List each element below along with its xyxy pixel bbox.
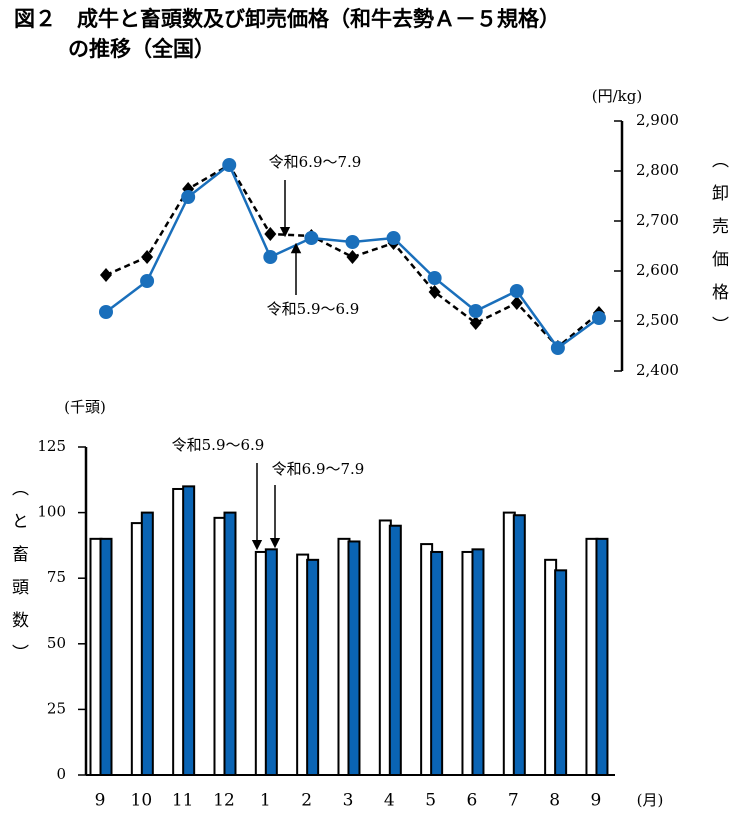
bar: [388, 524, 402, 776]
y-tick-label: 2,400: [636, 361, 679, 379]
marker: [346, 250, 359, 264]
x-tick-label: 12: [213, 791, 235, 811]
bar: [512, 514, 526, 776]
marker: [264, 227, 277, 241]
y-tick-label: 2,600: [636, 261, 679, 279]
marker: [510, 296, 523, 310]
axis-unit: (千頭): [64, 398, 106, 416]
x-tick-label: 9: [95, 791, 106, 811]
marker: [263, 250, 278, 264]
y-tick-label: 2,700: [636, 211, 679, 229]
bar: [347, 540, 361, 776]
x-axis-unit: (月): [637, 791, 664, 809]
marker: [428, 285, 441, 299]
marker: [222, 158, 237, 172]
x-tick-label: 10: [131, 791, 153, 811]
marker: [304, 231, 319, 245]
series-label: 令和5.9～6.9: [267, 300, 360, 318]
series-label: 令和6.9～7.9: [269, 153, 362, 171]
axis-unit: (円/kg): [592, 87, 642, 105]
x-tick-label: 9: [591, 791, 602, 811]
bar: [471, 548, 485, 776]
y-tick-label: 2,800: [636, 161, 679, 179]
y-tick-label: 25: [47, 699, 66, 717]
x-tick-label: 11: [172, 791, 194, 811]
bar: [264, 548, 278, 776]
y-tick-label: 2,500: [636, 311, 679, 329]
y-axis-label: （と畜頭数）: [8, 479, 29, 677]
x-tick-label: 4: [384, 791, 395, 811]
bar: [554, 569, 568, 776]
series-label: 令和5.9～6.9: [172, 436, 265, 454]
marker: [591, 311, 606, 325]
bar: [99, 537, 113, 777]
marker: [140, 274, 155, 288]
marker: [469, 316, 482, 330]
marker: [550, 341, 565, 355]
bar: [140, 511, 154, 776]
marker: [386, 231, 401, 245]
chart-title: 図２ 成牛と畜頭数及び卸売価格（和牛去勢Ａ－５規格）: [14, 7, 560, 31]
marker: [181, 190, 196, 204]
marker: [427, 271, 442, 285]
marker: [141, 250, 154, 264]
x-tick-label: 5: [425, 791, 436, 811]
marker: [509, 284, 524, 298]
x-tick-label: 6: [467, 791, 478, 811]
bar: [306, 558, 320, 776]
bar: [430, 550, 444, 777]
marker: [100, 268, 112, 282]
x-tick-label: 8: [549, 791, 560, 811]
y-tick-label: 0: [56, 765, 66, 783]
y-tick-label: 50: [47, 634, 66, 652]
bar: [223, 511, 237, 776]
y-tick-label: 75: [47, 568, 66, 586]
bar: [595, 537, 609, 777]
y-axis-label: （卸売価格）: [708, 151, 729, 349]
series-label: 令和6.9～7.9: [272, 460, 365, 478]
chart-title: の推移（全国）: [68, 37, 215, 61]
x-tick-label: 2: [301, 791, 312, 811]
bar: [182, 485, 196, 776]
y-tick-label: 2,900: [636, 111, 679, 129]
marker: [468, 304, 483, 318]
marker: [345, 235, 360, 249]
marker: [99, 305, 113, 319]
y-tick-label: 100: [37, 503, 66, 521]
y-tick-label: 125: [37, 437, 66, 455]
x-tick-label: 7: [508, 791, 519, 811]
x-tick-label: 1: [260, 791, 271, 811]
x-tick-label: 3: [343, 791, 354, 811]
